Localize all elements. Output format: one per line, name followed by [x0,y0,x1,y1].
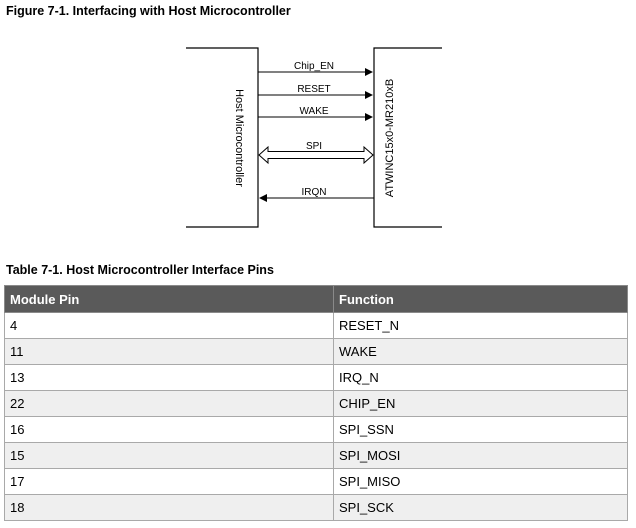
table-row: 17 SPI_MISO [4,468,628,495]
module-pin-cell: 22 [4,390,334,417]
column-header-module-pin: Module Pin [4,285,334,313]
module-pin-cell: 16 [4,416,334,443]
signal-chip-en: Chip_EN [258,61,373,76]
signal-label: Chip_EN [294,61,334,72]
module-pin-cell: 13 [4,364,334,391]
function-cell: SPI_MISO [333,468,628,495]
host-label: Host Microcontroller [233,89,245,187]
table-row: 13 IRQ_N [4,364,628,391]
device-block: ATWINC15x0-MR210xB [373,47,442,228]
signal-label: WAKE [299,106,328,117]
host-block: Host Microcontroller [186,47,259,228]
table-row: 4 RESET_N [4,312,628,339]
function-cell: WAKE [333,338,628,365]
table-row: 15 SPI_MOSI [4,442,628,469]
table-row: 16 SPI_SSN [4,416,628,443]
table-row: 18 SPI_SCK [4,494,628,521]
function-cell: SPI_MOSI [333,442,628,469]
column-header-function: Function [333,285,628,313]
interface-pins-table: Module Pin Function 4 RESET_N 11 WAKE 13… [4,285,628,521]
module-pin-cell: 4 [4,312,334,339]
device-label: ATWINC15x0-MR210xB [384,79,396,197]
signal-irqn: IRQN [259,187,374,202]
function-cell: SPI_SCK [333,494,628,521]
module-pin-cell: 11 [4,338,334,365]
table-caption: Table 7-1. Host Microcontroller Interfac… [6,263,274,277]
function-cell: RESET_N [333,312,628,339]
function-cell: SPI_SSN [333,416,628,443]
signal-label: SPI [306,141,322,152]
module-pin-cell: 18 [4,494,334,521]
signal-spi: SPI [258,141,374,165]
interface-diagram: Host Microcontroller ATWINC15x0-MR210xB … [186,47,442,228]
table-header-row: Module Pin Function [4,285,628,313]
module-pin-cell: 17 [4,468,334,495]
table-row: 11 WAKE [4,338,628,365]
signal-label: RESET [297,84,330,95]
signal-label: IRQN [302,187,327,198]
function-cell: CHIP_EN [333,390,628,417]
signal-reset: RESET [258,84,373,99]
module-pin-cell: 15 [4,442,334,469]
figure-caption: Figure 7-1. Interfacing with Host Microc… [6,4,291,18]
signal-wake: WAKE [258,106,373,121]
function-cell: IRQ_N [333,364,628,391]
table-row: 22 CHIP_EN [4,390,628,417]
